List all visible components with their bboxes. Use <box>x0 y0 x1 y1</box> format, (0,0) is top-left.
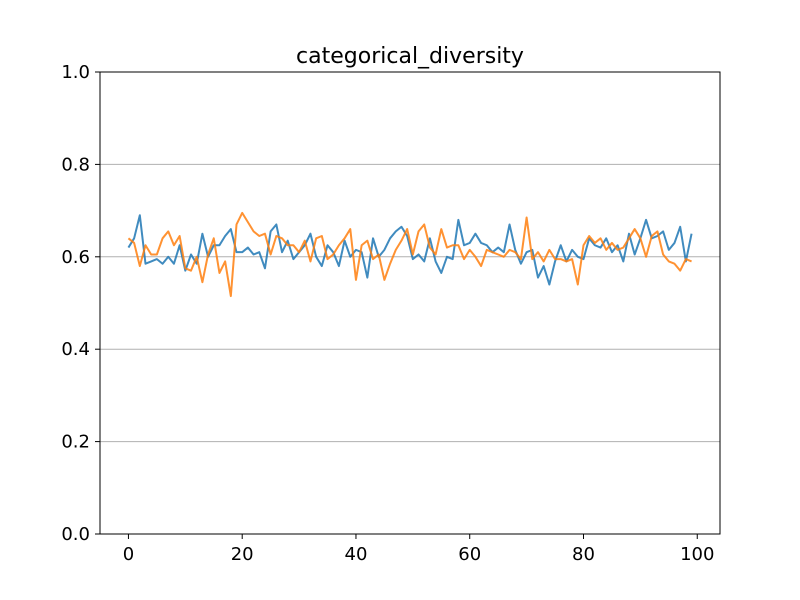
y-tick-label-0: 0.0 <box>61 524 90 545</box>
y-tick-label-3: 0.6 <box>61 247 90 268</box>
chart-title: categorical_diversity <box>296 44 524 69</box>
y-tick-label-5: 1.0 <box>61 62 90 83</box>
y-tick-label-4: 0.8 <box>61 154 90 175</box>
x-tick-label-0: 0 <box>123 544 134 565</box>
x-tick-label-5: 100 <box>680 544 714 565</box>
y-tick-label-1: 0.2 <box>61 432 90 453</box>
x-tick-label-2: 40 <box>345 544 368 565</box>
x-tick-label-1: 20 <box>231 544 254 565</box>
y-axis: 0.0 0.2 0.4 0.6 0.8 1.0 <box>61 62 100 545</box>
series-layer <box>127 211 693 298</box>
x-axis: 0 20 40 60 80 100 <box>123 534 714 565</box>
y-tick-label-2: 0.4 <box>61 339 90 360</box>
x-tick-label-3: 60 <box>458 544 481 565</box>
x-tick-label-4: 80 <box>572 544 595 565</box>
plot-area-frame <box>99 71 721 535</box>
series-line-1 <box>127 214 693 286</box>
series-line-2 <box>127 211 692 298</box>
y-gridlines <box>100 163 720 443</box>
